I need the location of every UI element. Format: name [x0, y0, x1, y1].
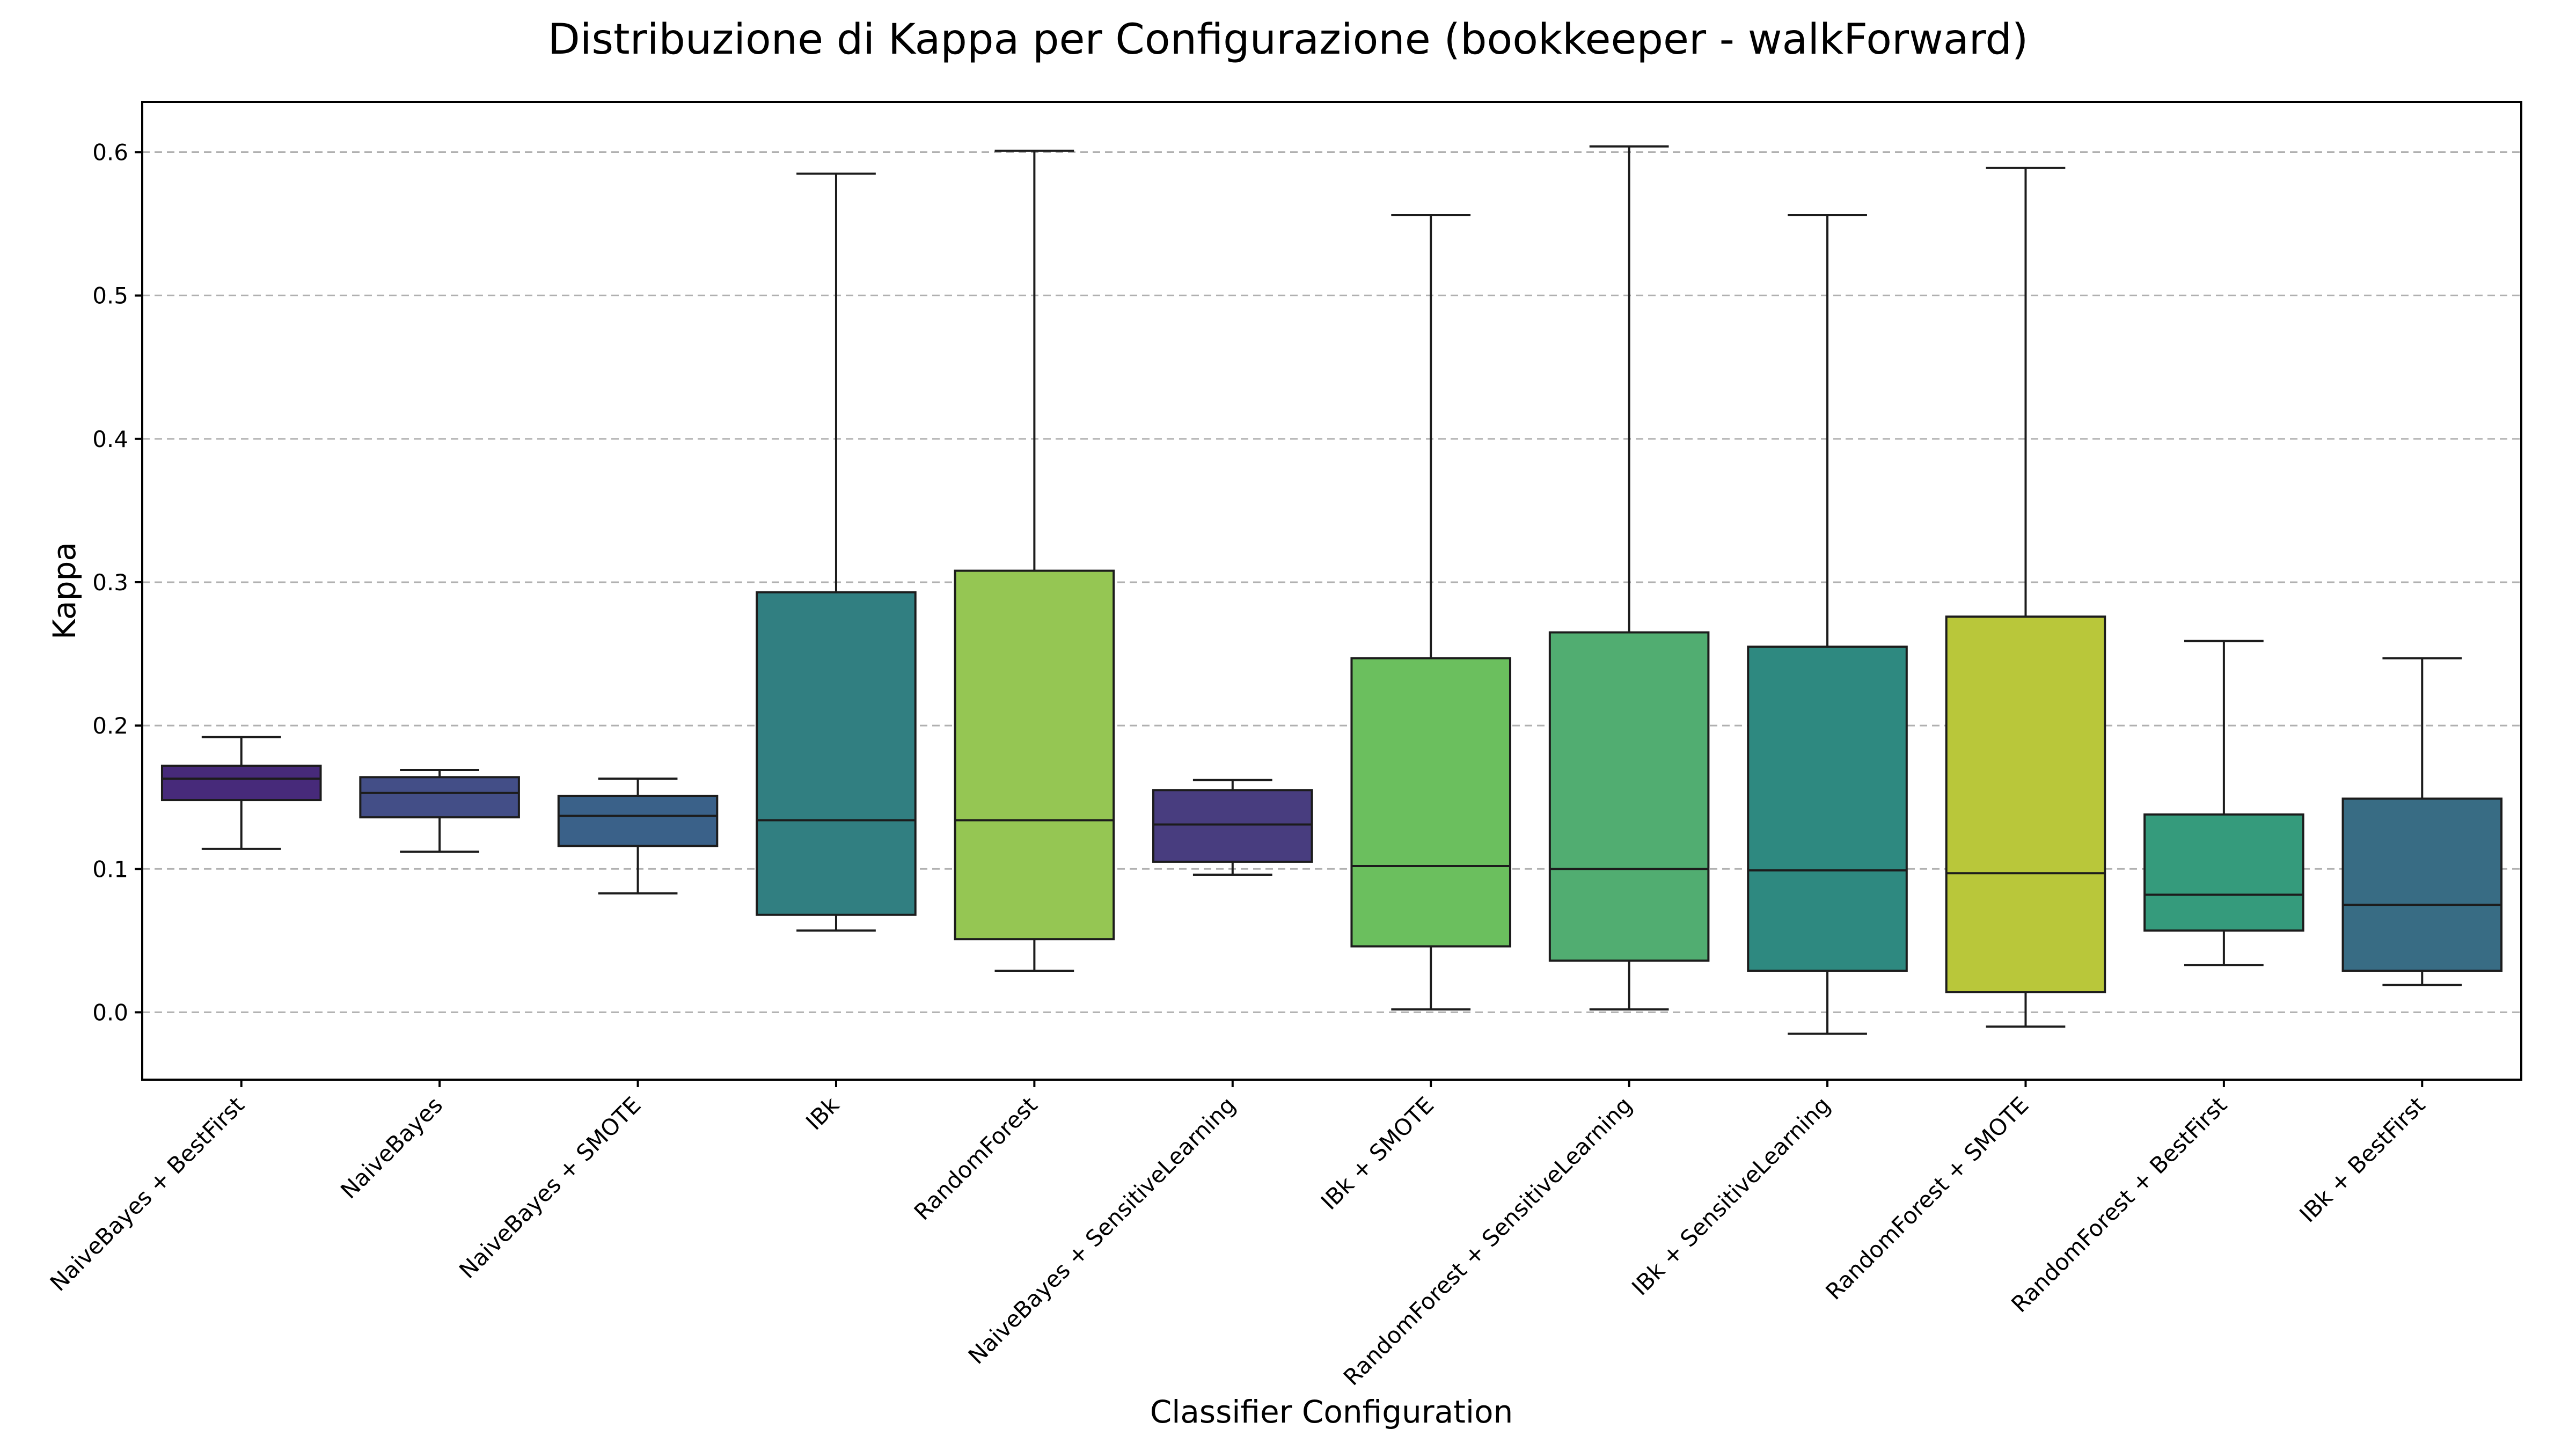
box-iqr: [359, 776, 520, 819]
y-tick-label: 0.5: [92, 283, 128, 309]
y-tick-label: 0.2: [92, 713, 128, 739]
box-iqr: [756, 591, 917, 916]
y-axis-ticks: 0.0 0.1 0.2 0.3 0.4 0.5 0.6: [92, 140, 142, 1025]
grid-lines: [142, 151, 2521, 1013]
box-iqr: [1350, 657, 1511, 948]
box-group: [359, 768, 520, 853]
box-iqr: [160, 764, 322, 802]
box-group: [954, 149, 1115, 972]
box-group: [2341, 657, 2503, 986]
box-iqr: [1548, 631, 1710, 962]
box-group: [1548, 145, 1710, 1011]
box-iqr: [1747, 646, 1908, 972]
box-iqr: [1945, 615, 2106, 994]
y-tick-label: 0.1: [92, 856, 128, 882]
box-series: [160, 145, 2503, 1035]
y-tick-label: 0.3: [92, 569, 128, 596]
box-group: [557, 777, 719, 895]
chart-title: Distribuzione di Kappa per Configurazion…: [548, 16, 2029, 64]
box-iqr: [2143, 813, 2304, 932]
box-group: [2143, 640, 2304, 966]
plot-frame: [141, 101, 2522, 1081]
y-axis-label: Kappa: [46, 542, 83, 640]
box-group: [756, 172, 917, 932]
box-group: [160, 736, 322, 850]
box-group: [1945, 166, 2106, 1028]
box-iqr: [2341, 797, 2503, 972]
box-group: [1747, 214, 1908, 1035]
box-group: [1350, 214, 1511, 1011]
y-tick-label: 0.6: [92, 140, 128, 166]
y-tick-label: 0.4: [92, 426, 128, 452]
x-axis-label: Classifier Configuration: [1150, 1394, 1513, 1430]
box-iqr: [954, 569, 1115, 941]
box-iqr: [1152, 789, 1313, 863]
box-iqr: [557, 795, 719, 847]
y-tick-label: 0.0: [92, 999, 128, 1025]
box-group: [1152, 779, 1313, 876]
